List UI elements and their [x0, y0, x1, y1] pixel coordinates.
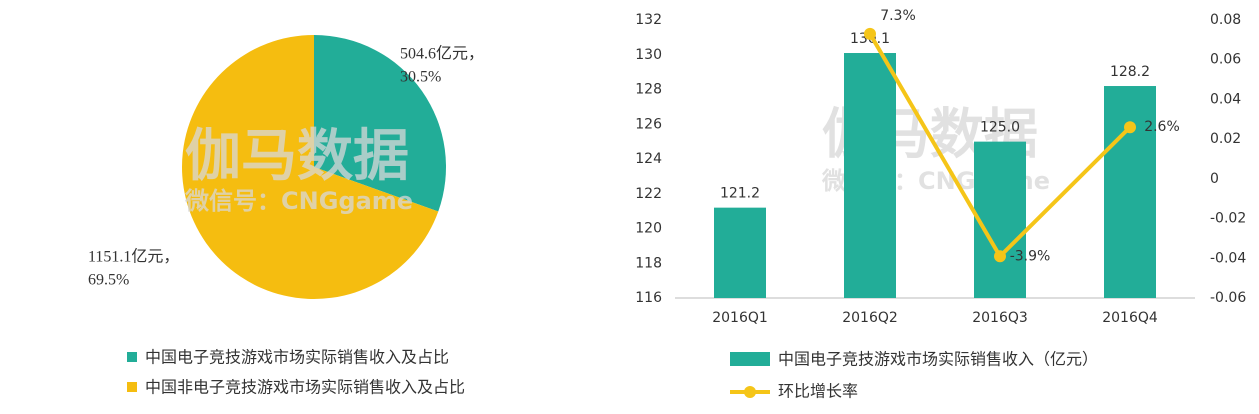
- y2-tick-label: -0.06: [1210, 290, 1246, 306]
- legend-swatch: [127, 382, 137, 392]
- legend-label: 中国电子竞技游戏市场实际销售收入（亿元）: [778, 350, 1098, 369]
- x-tick-label: 2016Q2: [842, 310, 898, 326]
- y-tick-label: 116: [635, 290, 662, 306]
- legend-label: 中国电子竞技游戏市场实际销售收入及占比: [145, 348, 449, 367]
- y-tick-label: 120: [635, 221, 662, 237]
- x-tick-label: 2016Q4: [1102, 310, 1158, 326]
- bar: [974, 141, 1026, 298]
- line-point: [864, 27, 876, 40]
- y-tick-label: 132: [635, 12, 662, 28]
- legend-marker: [744, 386, 756, 398]
- share-label: 30.5%: [400, 69, 441, 86]
- line-point: [994, 250, 1006, 263]
- y-tick-label: 122: [635, 186, 662, 202]
- y2-tick-label: 0.06: [1210, 52, 1241, 68]
- watermark: 伽马数据: [185, 124, 409, 189]
- y-tick-label: 130: [635, 47, 662, 63]
- pie-slice: [314, 35, 446, 212]
- line-point: [1124, 121, 1136, 134]
- x-tick-label: 2016Q1: [712, 310, 768, 326]
- legend-swatch: [730, 352, 770, 366]
- y2-tick-label: 0.02: [1210, 131, 1241, 147]
- share-label: 69.5%: [88, 272, 129, 289]
- bar-label: 125.0: [980, 120, 1020, 136]
- line-label: 2.6%: [1144, 119, 1180, 135]
- line-label: -3.9%: [1010, 248, 1051, 264]
- y2-tick-label: -0.02: [1210, 211, 1246, 227]
- y-tick-label: 126: [635, 116, 662, 132]
- pie-slice: [182, 35, 439, 299]
- y-tick-label: 118: [635, 255, 662, 271]
- value-label: 504.6亿元，: [400, 45, 484, 63]
- bar: [844, 53, 896, 299]
- y2-tick-label: 0: [1210, 171, 1219, 187]
- y2-tick-label: 0.08: [1210, 12, 1241, 28]
- bar: [714, 207, 766, 298]
- y-tick-label: 124: [635, 151, 662, 167]
- line-label: 7.3%: [880, 8, 916, 24]
- value-label: 1151.1亿元，: [88, 248, 179, 266]
- legend-swatch: [127, 352, 137, 362]
- y-tick-label: 128: [635, 82, 662, 98]
- watermark: 微信号：CNGgame: [184, 187, 413, 215]
- bar-label: 128.2: [1110, 64, 1150, 80]
- y2-tick-label: -0.04: [1210, 250, 1246, 266]
- legend-label: 环比增长率: [778, 382, 858, 401]
- bar: [1104, 86, 1156, 299]
- x-tick-label: 2016Q3: [972, 310, 1028, 326]
- y2-tick-label: 0.04: [1210, 91, 1241, 107]
- legend-label: 中国非电子竞技游戏市场实际销售收入及占比: [145, 378, 465, 397]
- bar-label: 121.2: [720, 186, 760, 202]
